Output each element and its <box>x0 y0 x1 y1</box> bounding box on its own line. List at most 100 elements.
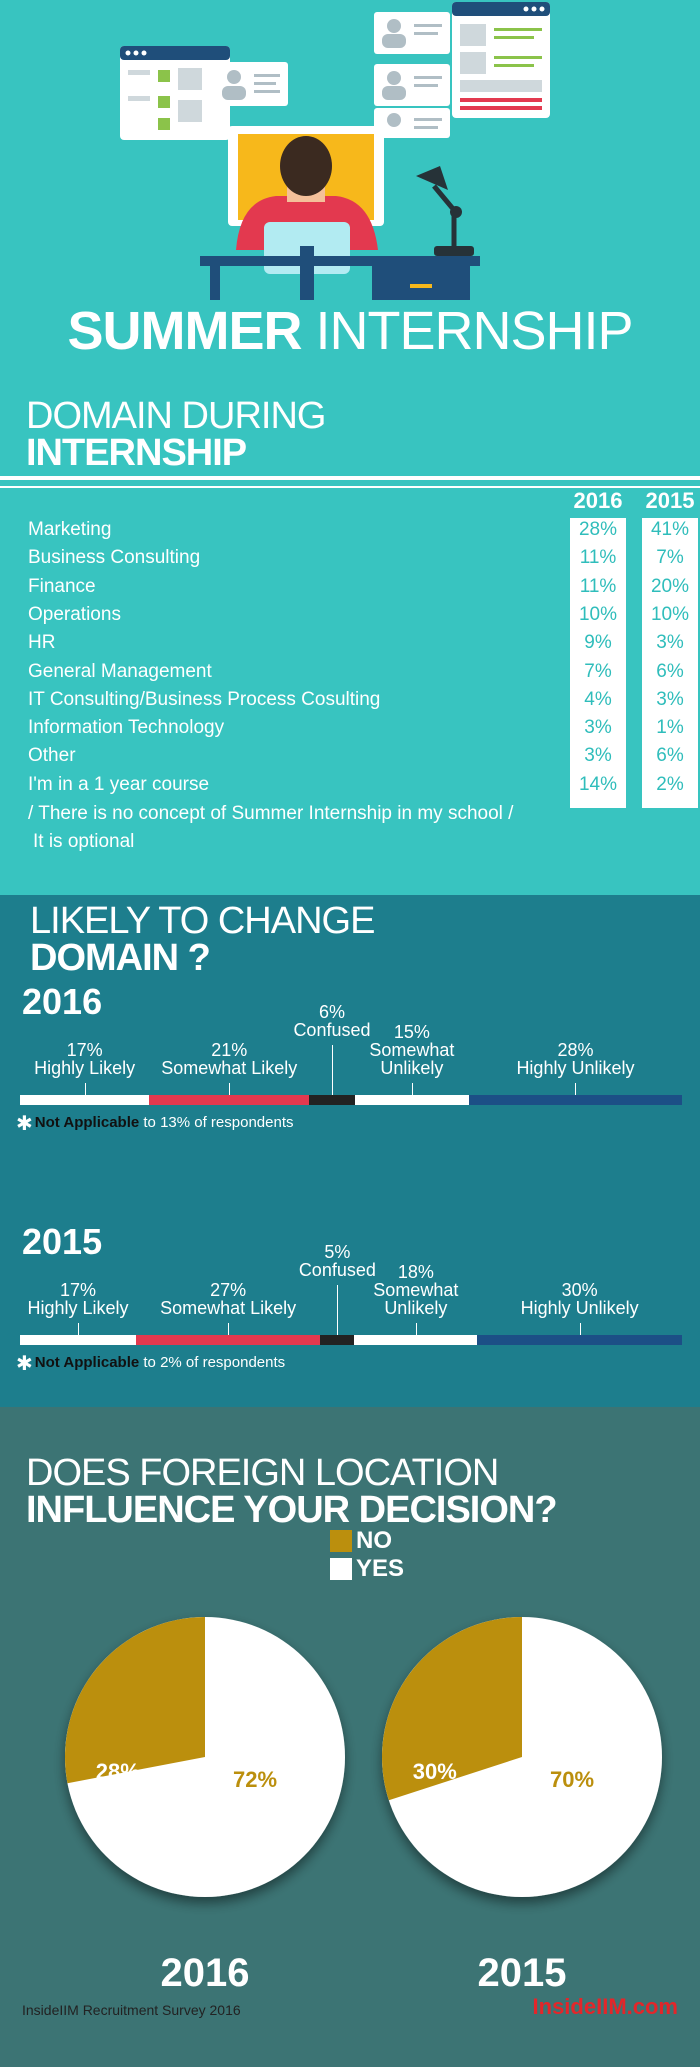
bar-tick <box>78 1323 79 1335</box>
row-value-2015: 3% <box>656 632 684 654</box>
foreign-heading-line2: INFLUENCE YOUR DECISION? <box>26 1489 558 1531</box>
likely-heading-line2: DOMAIN ? <box>30 937 211 979</box>
bar-label: 28% Highly Unlikely <box>495 1041 655 1077</box>
bar-tick <box>229 1083 231 1095</box>
bar-label: 17% Highly Likely <box>5 1041 165 1077</box>
domain-heading-line1: DOMAIN DURING <box>26 395 326 437</box>
bar-label-category: Confused <box>298 1260 376 1280</box>
row-label: Finance <box>28 575 96 597</box>
bar-tick <box>411 1083 413 1095</box>
row-value-2016: 4% <box>584 688 612 710</box>
bar-label: 17% Highly Likely <box>0 1281 158 1317</box>
row-label: I'm in a 1 year course <box>28 773 210 795</box>
row-value-2015: 20% <box>650 575 690 597</box>
pie-legend: NO YES <box>330 1527 404 1583</box>
bar-label-percent: 6% <box>318 1002 345 1022</box>
likely-heading: LIKELY TO CHANGE DOMAIN ? <box>30 900 375 979</box>
bar-segment <box>320 1335 355 1345</box>
row-value-2016: 28% <box>578 519 618 540</box>
pie-slice-no <box>64 1617 205 1784</box>
bar-label-category: Highly Unlikely <box>516 1058 635 1078</box>
bar-label-category: Somewhat Unlikely <box>369 1040 455 1078</box>
bar-label-percent: 30% <box>561 1280 598 1300</box>
bar-segment <box>354 1335 478 1345</box>
bar-label: 30% Highly Unlikely <box>500 1281 660 1317</box>
row-value-2016: 10% <box>578 603 618 625</box>
bar-label-category: Somewhat Likely <box>161 1058 298 1078</box>
note-rest: to 2% of respondents <box>139 1354 286 1371</box>
row-label: Information Technology <box>28 717 225 739</box>
row-label: Marketing <box>28 519 112 540</box>
bar-segment <box>149 1095 310 1105</box>
bar-label: 5% Confused <box>257 1243 417 1279</box>
bar-segment <box>309 1095 355 1105</box>
footer-brand[interactable]: InsideIIM.com <box>532 1994 678 2019</box>
likely-section: LIKELY TO CHANGE DOMAIN ? 2016 17% Highly … <box>0 895 700 1407</box>
bar-label-category: Highly Likely <box>34 1058 136 1078</box>
person-at-desk-icon <box>120 2 550 300</box>
footer-source: InsideIIM Recruitment Survey 2016 <box>22 2002 241 2018</box>
legend-item-yes: YES <box>330 1555 404 1583</box>
bar-note: ✱ Not Applicable to 2% of respondents <box>16 1351 285 1376</box>
likely-heading-line1: LIKELY TO CHANGE <box>30 900 375 942</box>
row-value-2015: 6% <box>656 745 684 767</box>
bar-label-percent: 28% <box>557 1040 594 1060</box>
bar-label-category: Highly Likely <box>27 1298 129 1318</box>
bar-tick <box>228 1323 230 1335</box>
bar-label: 21% Somewhat Likely <box>149 1041 309 1077</box>
bar-tick <box>331 1045 333 1095</box>
foreign-section: DOES FOREIGN LOCATION INFLUENCE YOUR DEC… <box>0 1407 700 2067</box>
bar-segment <box>354 1095 469 1105</box>
row-value-2016: 3% <box>584 745 612 767</box>
column-header-2016: 2016 <box>573 488 623 513</box>
bar-label-category: Confused <box>293 1020 371 1040</box>
hero-title-rest: INTERNSHIP <box>301 301 633 361</box>
row-label: General Management <box>28 660 212 682</box>
year-label: 2016 <box>22 981 103 1022</box>
legend-swatch-yes <box>330 1558 352 1580</box>
divider <box>0 476 700 480</box>
bar-label-category: Somewhat Unlikely <box>373 1280 459 1318</box>
bar-label-percent: 17% <box>60 1280 97 1300</box>
row-value-2016: 7% <box>584 660 612 682</box>
pie-year-label: 2015 <box>477 1951 567 1995</box>
foreign-heading: DOES FOREIGN LOCATION INFLUENCE YOUR DEC… <box>26 1454 558 1531</box>
bar-tick <box>337 1285 339 1335</box>
bar-label: 18% Somewhat Unlikely <box>336 1263 496 1317</box>
bar-label: 6% Confused <box>252 1003 412 1039</box>
row-value-2015: 2% <box>656 773 684 795</box>
row-label: Operations <box>28 603 121 625</box>
note-bold: Not Applicable <box>34 1354 140 1371</box>
bar-segment <box>468 1095 682 1105</box>
note-bold: Not Applicable <box>34 1114 140 1131</box>
pie-charts: 28% 72% 30% 70% <box>64 1617 662 1897</box>
bar-tick <box>579 1323 581 1335</box>
row-value-2015: 7% <box>656 547 684 569</box>
hero-title-bold: SUMMER <box>67 301 302 361</box>
asterisk-icon: ✱ <box>16 1113 33 1135</box>
asterisk-icon: ✱ <box>16 1353 33 1375</box>
legend-item-no: NO <box>330 1527 404 1555</box>
bar-label-percent: 15% <box>393 1022 430 1042</box>
bar-note: ✱ Not Applicable to 13% of respondents <box>16 1111 294 1136</box>
domain-heading: DOMAIN DURING INTERNSHIP <box>26 395 326 474</box>
bar-label-percent: 17% <box>66 1040 103 1060</box>
bar-label-category: Highly Unlikely <box>520 1298 639 1318</box>
bar-tick <box>84 1083 86 1095</box>
row-label: Business Consulting <box>28 547 201 569</box>
column-box-2015 <box>642 518 698 808</box>
bar-segment <box>477 1335 682 1345</box>
legend-label-yes: YES <box>356 1555 405 1582</box>
pie-label-no: 28% <box>96 1759 140 1784</box>
divider <box>0 486 700 488</box>
row-value-2016: 9% <box>584 632 612 654</box>
bar-tick <box>415 1323 417 1335</box>
row-label: Other <box>28 745 76 767</box>
domain-section: DOMAIN DURING INTERNSHIP 2016 2015 Marke… <box>0 370 700 895</box>
row-value-2016: 11% <box>579 547 617 569</box>
bar-label: 15% Somewhat Unlikely <box>332 1023 492 1077</box>
pie-label-no: 30% <box>413 1759 457 1784</box>
domain-heading-line2: INTERNSHIP <box>26 432 247 474</box>
bar-label-percent: 21% <box>211 1040 248 1060</box>
row-value-2015: 6% <box>656 660 684 682</box>
